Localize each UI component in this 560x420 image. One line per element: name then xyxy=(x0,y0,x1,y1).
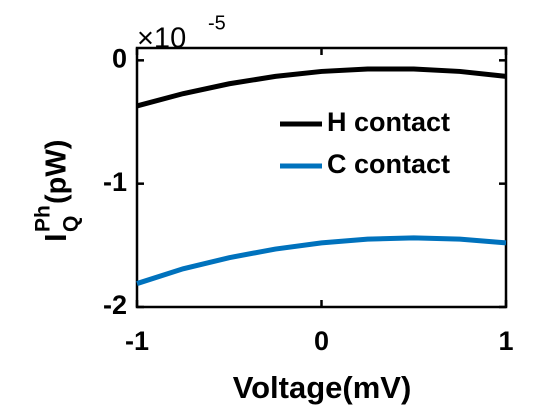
y-exponent-power: -5 xyxy=(208,12,226,34)
y-label-sup: Ph xyxy=(32,205,55,232)
x-tick-label: -1 xyxy=(125,326,149,356)
y-label-base: I xyxy=(38,233,73,242)
legend-label: C contact xyxy=(327,149,450,179)
y-tick-label: -2 xyxy=(103,290,127,320)
x-tick-label: 1 xyxy=(498,326,513,356)
y-label-sub: Q xyxy=(60,216,83,232)
y-tick-label: 0 xyxy=(112,43,127,73)
legend-label: H contact xyxy=(327,107,450,137)
y-tick-label: -1 xyxy=(103,167,127,197)
x-axis-label: Voltage(mV) xyxy=(233,370,412,405)
y-label-unit: (pW) xyxy=(41,140,73,204)
x-tick-label: 0 xyxy=(314,326,329,356)
y-axis-label: I Ph Q (pW) xyxy=(32,140,83,242)
data-line xyxy=(136,235,507,286)
data-line xyxy=(136,66,507,109)
y-exponent-base: ×10 xyxy=(137,23,186,55)
